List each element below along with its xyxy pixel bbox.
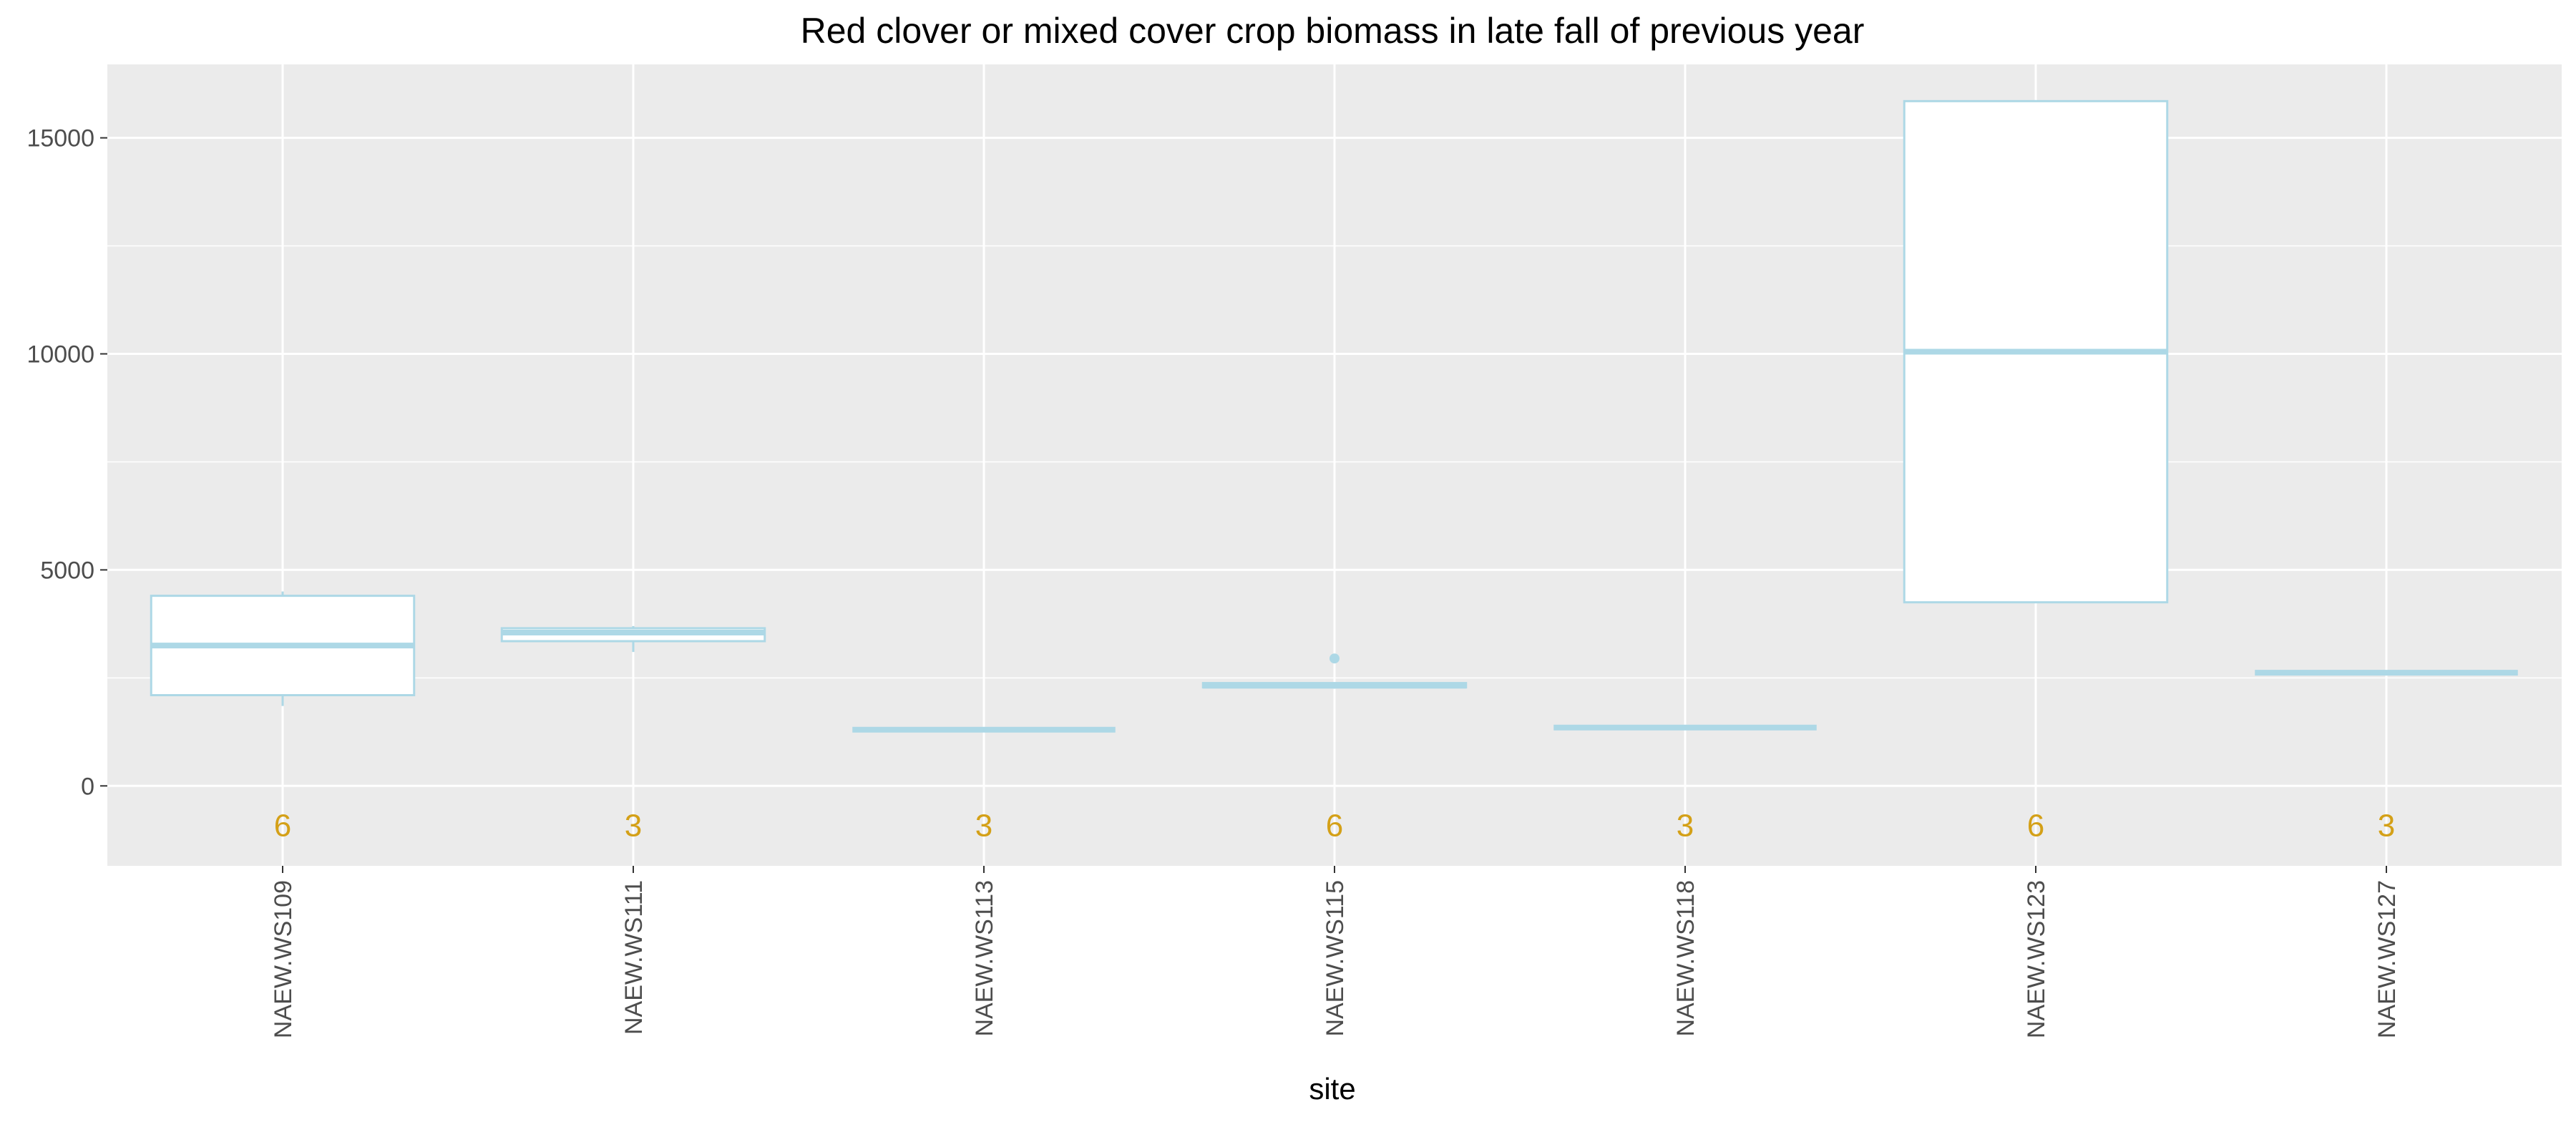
y-axis-ticks: 0 5000 10000 15000 (26, 125, 107, 800)
x-axis-label: site (1309, 1072, 1355, 1106)
x-tick-label: NAEW.WS111 (620, 880, 648, 1035)
box-naew-ws123 (1903, 99, 2169, 604)
y-tick-label: 5000 (40, 557, 94, 584)
count-label: 3 (1677, 809, 1694, 844)
y-tick-label: 15000 (26, 125, 94, 152)
box-naew-ws109 (150, 591, 416, 706)
box-naew-ws111 (500, 625, 766, 653)
count-label: 3 (975, 809, 992, 844)
chart-title: Red clover or mixed cover crop biomass i… (801, 11, 1865, 51)
box-naew-ws115 (1201, 653, 1468, 689)
y-tick-label: 10000 (26, 341, 94, 369)
count-label: 6 (274, 809, 291, 844)
x-tick-label: NAEW.WS123 (2023, 880, 2050, 1038)
count-label: 6 (1326, 809, 1343, 844)
count-label: 3 (2378, 809, 2395, 844)
x-axis-ticks: NAEW.WS109 NAEW.WS111 NAEW.WS113 NAEW.WS115… (270, 866, 2401, 1038)
y-tick-label: 0 (81, 773, 94, 800)
x-tick-label: NAEW.WS109 (270, 880, 297, 1038)
outlier-point (1330, 653, 1340, 664)
x-tick-label: NAEW.WS113 (971, 880, 998, 1037)
count-labels: 6 3 3 6 3 6 3 (274, 809, 2395, 844)
x-tick-label: NAEW.WS115 (1322, 880, 1349, 1037)
count-label: 6 (2027, 809, 2044, 844)
boxes-layer (150, 99, 2518, 733)
x-tick-label: NAEW.WS127 (2373, 880, 2401, 1038)
count-label: 3 (625, 809, 642, 844)
x-tick-label: NAEW.WS118 (1672, 880, 1699, 1037)
